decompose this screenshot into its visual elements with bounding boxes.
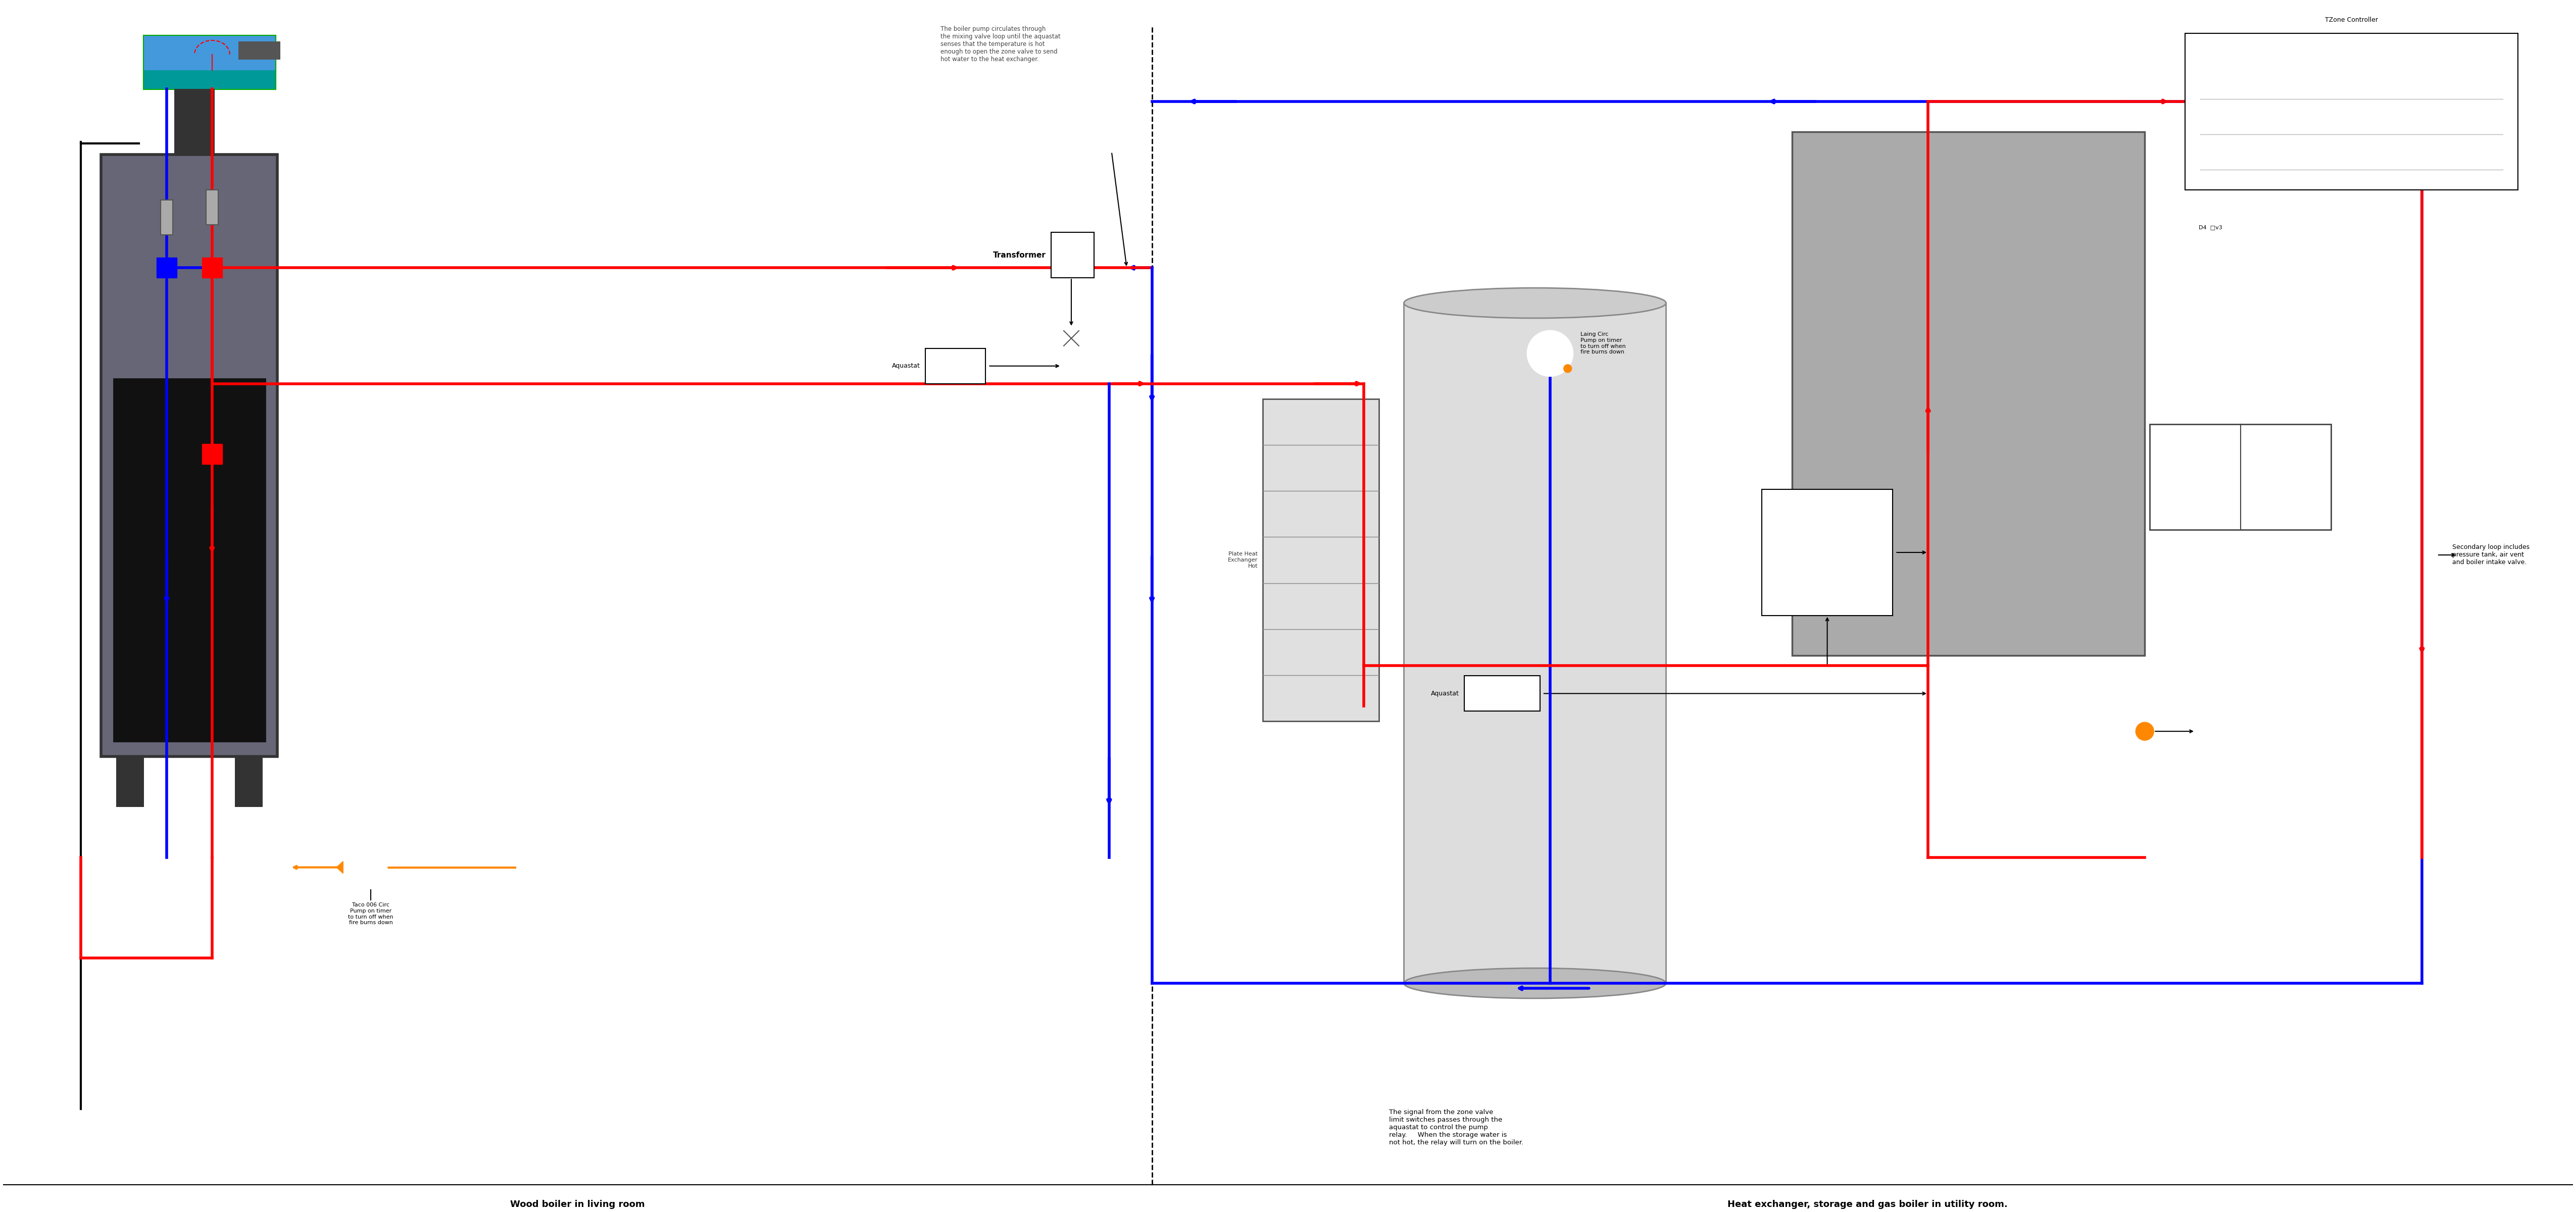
Bar: [160, 200, 173, 235]
Polygon shape: [337, 862, 343, 874]
Bar: [175, 86, 214, 154]
Bar: [1262, 399, 1378, 721]
Text: Secondary loop includes
pressure tank, air vent
and boiler intake valve.: Secondary loop includes pressure tank, a…: [2452, 544, 2530, 566]
Circle shape: [2172, 551, 2210, 589]
Bar: [201, 258, 222, 278]
Bar: [1051, 233, 1095, 278]
Text: Aquastat: Aquastat: [891, 362, 920, 370]
Bar: [204, 445, 222, 463]
Bar: [206, 189, 219, 225]
Text: Laing Circ
Pump on timer
to turn off when
fire burns down: Laing Circ Pump on timer to turn off whe…: [1579, 332, 1625, 355]
Text: Heat exchanger, storage and gas boiler in utility room.: Heat exchanger, storage and gas boiler i…: [1728, 1200, 2007, 1210]
Circle shape: [2226, 551, 2264, 589]
Bar: [116, 756, 144, 807]
Bar: [240, 41, 281, 59]
Bar: [1793, 132, 2146, 656]
Bar: [204, 258, 222, 276]
Bar: [2151, 424, 2331, 530]
Bar: [925, 348, 987, 384]
Text: Plate Heat
Exchanger
Hot: Plate Heat Exchanger Hot: [1229, 551, 1257, 568]
Bar: [1404, 303, 1667, 983]
Bar: [1762, 490, 1893, 616]
Bar: [2184, 34, 2517, 189]
Circle shape: [1564, 365, 1571, 372]
Text: Aquastat: Aquastat: [1432, 691, 1461, 697]
Bar: [201, 444, 222, 464]
Text: Taco 006 Circ
Pump on timer
to turn off when
fire burns down: Taco 006 Circ Pump on timer to turn off …: [348, 903, 394, 925]
Text: R
F: R F: [2192, 470, 2197, 484]
Text: f
R: f R: [2285, 470, 2287, 484]
Ellipse shape: [1404, 968, 1667, 999]
Bar: [157, 258, 175, 276]
Ellipse shape: [1404, 288, 1667, 318]
Bar: [144, 36, 276, 70]
Circle shape: [2136, 722, 2154, 741]
Text: The boiler pump circulates through
the mixing valve loop until the aquastat
sens: The boiler pump circulates through the m…: [940, 25, 1061, 63]
Bar: [144, 36, 276, 88]
Circle shape: [1528, 331, 1574, 376]
Text: Pump Relay: Pump Relay: [1811, 549, 1844, 556]
Circle shape: [2257, 299, 2285, 327]
Text: TZone Controller: TZone Controller: [2326, 17, 2378, 23]
Bar: [113, 378, 265, 742]
Circle shape: [345, 846, 386, 888]
Text: D4  □v3: D4 □v3: [2197, 225, 2223, 230]
Bar: [157, 258, 178, 278]
Bar: [144, 70, 276, 88]
Bar: [1463, 676, 1540, 711]
Circle shape: [518, 852, 546, 882]
Bar: [100, 154, 278, 756]
Circle shape: [2177, 299, 2205, 327]
Text: The signal from the zone valve
limit switches passes through the
aquastat to con: The signal from the zone valve limit swi…: [1388, 1109, 1522, 1147]
Bar: [234, 756, 263, 807]
Circle shape: [1061, 327, 1082, 349]
Text: Transformer: Transformer: [994, 251, 1046, 259]
Text: Wood boiler in living room: Wood boiler in living room: [510, 1200, 644, 1210]
